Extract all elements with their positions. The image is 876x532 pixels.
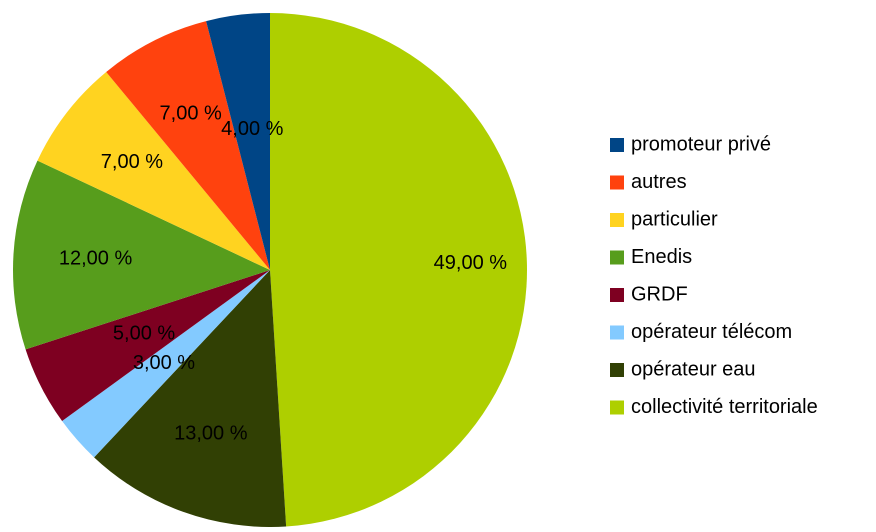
pie-slice: [13, 160, 271, 350]
legend-label: Enedis: [631, 246, 692, 268]
legend-label: particulier: [631, 208, 718, 230]
data-label: 13,00 %: [174, 423, 248, 445]
data-label: 12,00 %: [59, 247, 133, 269]
data-label: 4,00 %: [221, 118, 283, 140]
legend-label: opérateur eau: [631, 358, 756, 380]
pie-slice: [106, 21, 270, 270]
legend-swatch: [610, 363, 624, 377]
pie-slice: [25, 270, 270, 422]
legend-swatch: [610, 250, 624, 265]
pie-slice: [270, 13, 528, 527]
pie-slice: [94, 270, 287, 527]
data-label: 7,00 %: [101, 151, 163, 173]
legend-label: opérateur télécom: [631, 321, 792, 343]
legend-swatch: [610, 175, 624, 190]
legend-swatch: [610, 325, 624, 340]
legend-swatch: [610, 213, 624, 227]
data-label: 49,00 %: [434, 252, 508, 274]
legend-swatch: [610, 400, 624, 415]
legend-swatch: [610, 288, 624, 302]
legend-label: promoteur privé: [631, 133, 771, 155]
legend-label: GRDF: [631, 283, 688, 305]
pie-slice: [206, 12, 270, 270]
data-label: 7,00 %: [160, 103, 222, 125]
pie-slice: [37, 71, 271, 271]
legend-label: collectivité territoriale: [631, 396, 818, 418]
data-label: 3,00 %: [133, 352, 195, 374]
legend-label: autres: [631, 171, 687, 193]
pie-slice: [62, 270, 270, 458]
legend-swatch: [610, 138, 624, 152]
data-label: 5,00 %: [113, 322, 175, 344]
